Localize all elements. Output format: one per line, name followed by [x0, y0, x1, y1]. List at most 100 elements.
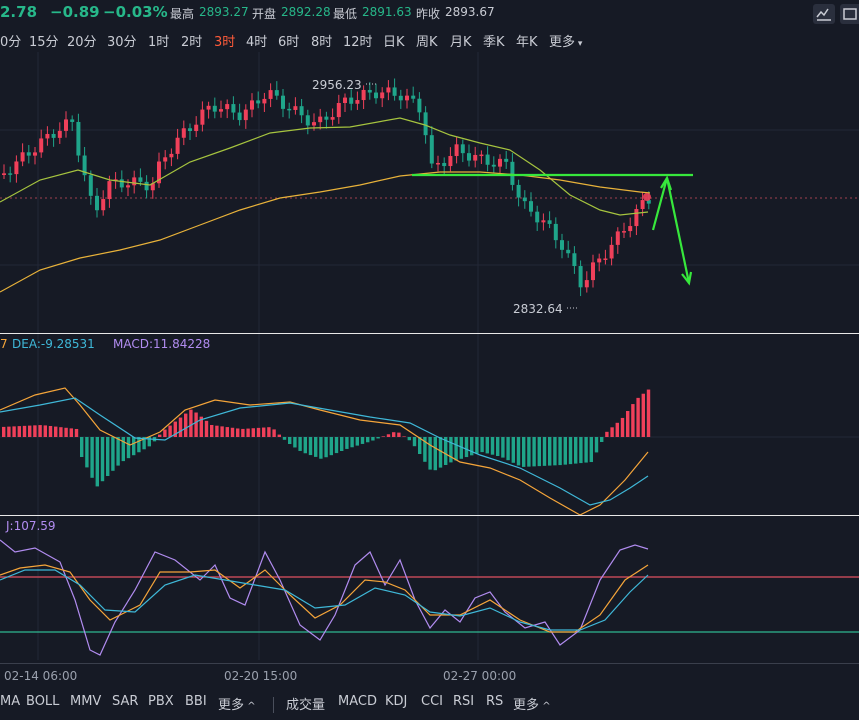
candle-body [448, 156, 453, 167]
macd-bar [17, 426, 21, 437]
indicator-kdj[interactable]: KDJ [385, 694, 408, 709]
low-value: 2891.63 [362, 5, 412, 19]
indicator-rs[interactable]: RS [486, 694, 504, 709]
candle-body [560, 240, 564, 250]
tab-period-0[interactable]: 0分 [0, 35, 22, 50]
candle-body [473, 154, 478, 161]
indicator-macd[interactable]: MACD [338, 694, 377, 709]
macd-bar [444, 437, 448, 465]
tab-period-3h[interactable]: 3时 [214, 35, 236, 50]
candle-body [516, 184, 521, 198]
tab-period-more[interactable]: 更多 ▾ [549, 31, 582, 50]
candle-body [243, 109, 248, 121]
macd-bar [48, 426, 53, 437]
dif-line [0, 387, 649, 516]
candle-body [467, 153, 471, 161]
tab-period-6h[interactable]: 6时 [278, 35, 300, 50]
candle-body [318, 116, 323, 123]
tab-period-1h[interactable]: 1时 [148, 35, 170, 50]
tab-period-year[interactable]: 年K [516, 35, 538, 50]
macd-bar [485, 437, 489, 454]
tab-period-20m[interactable]: 20分 [67, 35, 97, 50]
candle-body [640, 200, 645, 210]
tab-period-8h[interactable]: 8时 [311, 35, 333, 50]
candle-body [82, 155, 87, 176]
indicator-cci[interactable]: CCI [421, 694, 443, 709]
tab-period-week[interactable]: 周K [416, 35, 438, 50]
candle-body [510, 161, 515, 185]
macd-bar [641, 393, 645, 437]
macd-bar [121, 437, 125, 462]
quote-header: 2.78 −0.89 −0.03% 最高 2893.27 开盘 2892.28 … [0, 0, 859, 26]
tab-period-2h[interactable]: 2时 [181, 35, 203, 50]
overlay-pbx[interactable]: PBX [148, 694, 174, 709]
candle-body [101, 199, 106, 211]
high-label: 最高 [170, 7, 195, 21]
overlay-mmv[interactable]: MMV [70, 694, 102, 709]
macd-bar [282, 437, 287, 440]
tab-period-12h[interactable]: 12时 [343, 35, 373, 50]
candle-body [26, 152, 31, 156]
macd-bar [59, 427, 63, 437]
tab-period-month[interactable]: 月K [450, 35, 472, 50]
overlay-sar[interactable]: SAR [112, 694, 139, 709]
macd-value-legend: MACD:11.84228 [113, 337, 211, 351]
indicator-rsi[interactable]: RSI [453, 694, 475, 709]
tab-period-day[interactable]: 日K [383, 35, 405, 50]
macd-bar [308, 437, 313, 456]
overlay-bbi[interactable]: BBI [185, 694, 207, 709]
candle-body [609, 244, 614, 259]
macd-bar [620, 417, 625, 437]
overlay-more[interactable]: 更多 ^ [218, 694, 256, 713]
candle-body [212, 105, 217, 112]
candle-body [274, 90, 279, 96]
candle-body [622, 231, 626, 233]
tab-period-15m[interactable]: 15分 [29, 35, 59, 50]
candle-body [336, 102, 341, 118]
candle-body [578, 266, 583, 288]
candle-body [76, 121, 81, 156]
macd-bar [204, 420, 209, 437]
candle-body [188, 128, 192, 132]
candle-body [181, 128, 186, 138]
overlay-ma[interactable]: MA [0, 694, 21, 709]
candle-body [504, 158, 509, 162]
candle-body [150, 183, 155, 191]
candle-body [144, 181, 149, 191]
panel-divider-kdj [0, 663, 859, 664]
tab-period-quarter[interactable]: 季K [483, 35, 505, 50]
trend-annotation [412, 173, 693, 286]
indicator-more[interactable]: 更多 ^ [513, 694, 551, 713]
macd-bar [381, 436, 385, 437]
candle-body [88, 175, 93, 196]
prev-close-label: 昨收 [416, 7, 441, 21]
indicator-settings-icon[interactable] [840, 4, 859, 24]
macd-bar [464, 437, 469, 458]
tab-period-4h[interactable]: 4时 [246, 35, 268, 50]
candle-body [591, 262, 595, 281]
macd-bar [225, 427, 229, 437]
macd-bar [288, 437, 292, 444]
macd-bar [563, 437, 567, 465]
macd-bar [85, 437, 89, 468]
open-label: 开盘 [252, 7, 277, 21]
overlay-boll[interactable]: BOLL [26, 694, 60, 709]
macd-bar [111, 437, 115, 471]
panel-divider-macd [0, 515, 859, 516]
macd-bar [38, 425, 42, 437]
macd-bar [402, 436, 406, 437]
macd-bar [542, 437, 547, 466]
indicator-volume[interactable]: 成交量 [286, 698, 326, 713]
macd-bar [12, 426, 16, 437]
candle-body [250, 100, 254, 110]
macd-bar [594, 437, 599, 453]
price-change: −0.89 [50, 3, 100, 21]
candle-body [522, 197, 527, 202]
chart-type-icon[interactable] [813, 4, 835, 24]
tab-period-30m[interactable]: 30分 [107, 35, 137, 50]
macd-bar [95, 437, 99, 487]
kdj-d-line [0, 569, 649, 631]
candle-body [405, 95, 409, 101]
time-tick: 02-20 15:00 [224, 669, 298, 683]
